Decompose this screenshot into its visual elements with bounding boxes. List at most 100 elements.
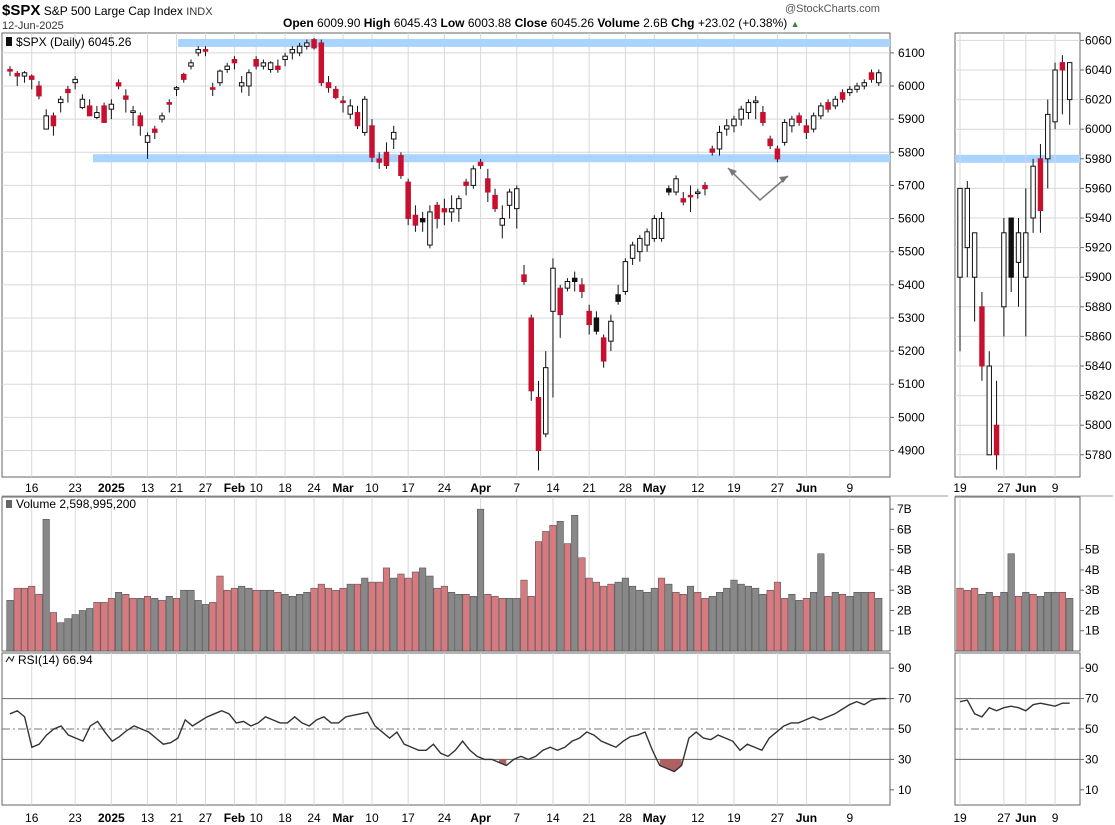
volume-bar: [462, 594, 470, 652]
x-tick-label: 27: [771, 811, 785, 825]
y-tick-label: 5100: [898, 377, 925, 391]
candle-body: [231, 59, 238, 64]
candle-body: [333, 88, 339, 99]
candle: [716, 125, 723, 156]
candle: [506, 188, 513, 219]
x-tick-label: 27: [199, 811, 213, 825]
candle-body: [456, 198, 462, 210]
volume-bar: [136, 598, 144, 652]
volume-bar: [1029, 594, 1037, 652]
candle-body: [65, 88, 71, 94]
candle-body: [7, 68, 13, 72]
zoom-candle: [1059, 55, 1066, 115]
volume-bar: [817, 553, 825, 652]
volume-bar: [556, 521, 564, 652]
candle: [477, 158, 484, 169]
volume-bar: [1007, 553, 1015, 652]
candle-body: [876, 72, 882, 84]
chg-label: Chg: [671, 16, 695, 30]
candle: [528, 314, 535, 401]
candle-body: [159, 115, 165, 120]
volume-bar: [20, 587, 28, 652]
volume-bar: [332, 589, 340, 652]
candle: [14, 71, 20, 87]
volume-bar: [491, 596, 499, 652]
candle-body: [695, 191, 701, 195]
candle: [463, 178, 469, 196]
candle: [419, 211, 426, 232]
volume-bar: [368, 581, 376, 652]
candle-body: [419, 218, 426, 223]
volume-bar: [122, 594, 130, 652]
volume-tick-label: 1B: [897, 624, 912, 638]
candle-body: [72, 78, 78, 84]
candle-body: [441, 208, 448, 213]
candle: [304, 39, 310, 50]
candle-body: [477, 161, 484, 167]
volume-label: Volume: [597, 16, 640, 30]
volume-bar: [296, 594, 304, 652]
zoom-candle: [1066, 62, 1073, 125]
candle-body: [760, 112, 766, 123]
candle: [441, 198, 448, 226]
y-tick-label: 5980: [1085, 152, 1112, 166]
x-tick-label: 21: [170, 811, 184, 825]
candle: [390, 125, 397, 149]
candle: [275, 59, 281, 73]
candle: [173, 86, 180, 96]
volume-bar: [390, 577, 398, 652]
candle-body: [253, 59, 259, 67]
candle: [514, 185, 520, 229]
volume-bar: [86, 608, 94, 652]
y-tick-label: 5840: [1085, 359, 1112, 373]
candle-body: [506, 191, 513, 206]
x-tick-label: 19: [953, 811, 967, 825]
volume-value: 2.6B: [643, 16, 668, 30]
volume-bar: [245, 587, 253, 652]
volume-bar: [672, 591, 680, 652]
y-tick-label: 4900: [898, 443, 925, 457]
volume-bar: [506, 598, 514, 652]
volume-bar: [701, 598, 709, 652]
candle: [181, 72, 187, 83]
candle-body: [629, 244, 636, 259]
volume-bar: [730, 579, 738, 652]
volume-bar: [788, 594, 796, 652]
close-value: 6045.26: [550, 16, 594, 30]
candle-body: [774, 148, 781, 160]
y-tick-label: 6100: [898, 46, 925, 60]
candle-body: [304, 42, 310, 47]
price-legend: $SPX (Daily) 6045.26: [16, 35, 132, 49]
volume-bar: [665, 583, 673, 652]
candle: [847, 86, 853, 96]
candle: [282, 52, 288, 67]
candle-body: [275, 65, 281, 70]
y-tick-label: 5820: [1085, 389, 1112, 403]
candle: [217, 69, 223, 87]
candle: [434, 201, 440, 229]
volume-bar: [643, 591, 651, 652]
volume-bar: [426, 575, 434, 652]
volume-bar: [585, 577, 593, 652]
volume-bar: [173, 598, 181, 652]
volume-bar: [201, 604, 209, 652]
x-tick-label: Jun: [1015, 811, 1036, 825]
zoom-candle: [1037, 144, 1044, 233]
zoom-candle: [979, 292, 985, 381]
candle: [137, 112, 144, 136]
candle: [369, 119, 375, 163]
volume-bar: [963, 589, 971, 652]
candle-body: [957, 187, 963, 278]
candle-body: [325, 82, 332, 89]
candle: [557, 284, 563, 338]
volume-bar: [956, 587, 964, 652]
volume-bar: [216, 575, 224, 652]
volume-bar: [238, 585, 246, 652]
volume-bar: [180, 589, 188, 652]
x-tick-label: 7: [513, 811, 520, 825]
candle-body: [94, 112, 100, 118]
x-tick-label: 27: [771, 481, 785, 495]
volume-bar: [868, 591, 876, 652]
x-tick-label: 10: [249, 811, 263, 825]
y-tick-label: 6000: [898, 79, 925, 93]
